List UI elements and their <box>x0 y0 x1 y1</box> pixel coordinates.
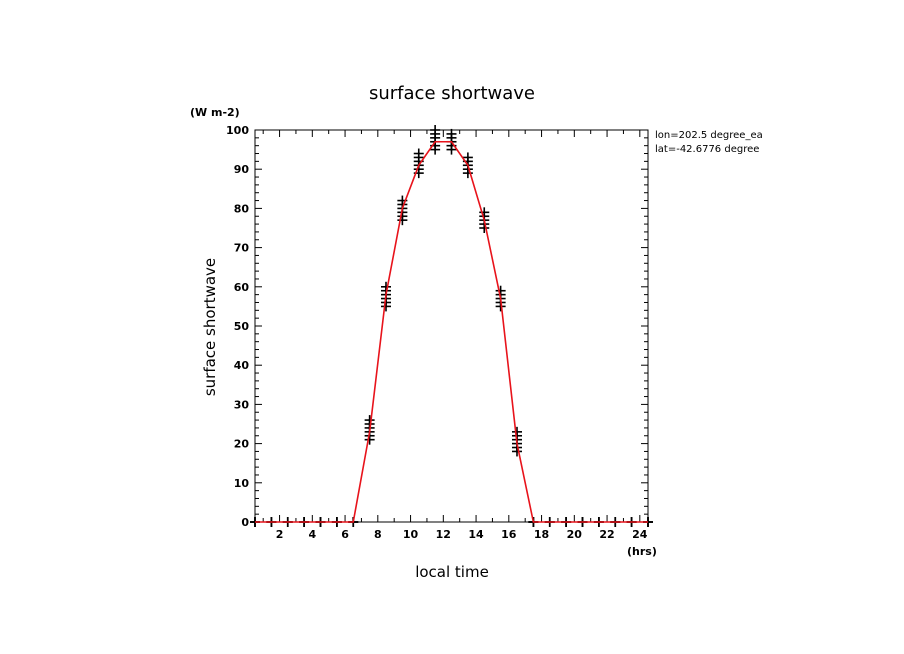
line-series <box>255 140 648 523</box>
scatter-series <box>250 125 653 527</box>
x-tick-label: 24 <box>632 528 648 541</box>
y-unit-label: (W m-2) <box>190 106 240 119</box>
x-tick-label: 2 <box>276 528 284 541</box>
y-tick-label: 90 <box>234 163 250 176</box>
x-unit-label: (hrs) <box>627 545 657 558</box>
y-tick-label: 10 <box>234 477 250 490</box>
y-tick-label: 30 <box>234 398 250 411</box>
x-tick-label: 6 <box>341 528 349 541</box>
data-point <box>430 125 441 135</box>
x-tick-label: 18 <box>534 528 549 541</box>
y-axis-title: surface shortwave <box>201 258 219 396</box>
x-axis-ticks: 2 4 6 8 10 12 14 16 18 20 22 24 <box>262 130 648 541</box>
y-tick-label: 0 <box>241 516 249 529</box>
x-tick-label: 22 <box>599 528 614 541</box>
data-point <box>364 415 375 426</box>
lat-annotation: lat=-42.6776 degree <box>655 144 759 155</box>
x-tick-label: 20 <box>567 528 583 541</box>
y-tick-label: 60 <box>234 281 250 294</box>
x-tick-label: 12 <box>436 528 451 541</box>
y-axis-ticks: 0 10 20 30 40 50 60 70 80 90 100 <box>226 124 648 529</box>
data-point <box>479 207 490 218</box>
y-tick-label: 40 <box>234 359 250 372</box>
chart-title: surface shortwave <box>369 83 535 104</box>
x-tick-label: 16 <box>501 528 517 541</box>
y-tick-label: 70 <box>234 242 250 255</box>
data-point <box>512 426 522 437</box>
x-tick-label: 14 <box>468 528 484 541</box>
x-tick-label: 4 <box>308 528 316 541</box>
y-tick-label: 100 <box>226 124 249 137</box>
data-point <box>381 281 391 292</box>
y-tick-label: 50 <box>234 320 250 333</box>
plot-frame <box>254 129 649 523</box>
data-point <box>446 128 457 139</box>
data-point <box>495 285 506 296</box>
data-point <box>413 148 424 159</box>
lon-annotation: lon=202.5 degree_ea <box>655 130 763 141</box>
y-tick-label: 80 <box>234 202 250 215</box>
y-tick-label: 20 <box>234 438 250 451</box>
x-axis-title: local time <box>415 563 489 581</box>
red-mean-line <box>255 140 648 523</box>
x-tick-label: 8 <box>374 528 382 541</box>
data-point <box>462 152 473 163</box>
x-tick-label: 10 <box>403 528 419 541</box>
